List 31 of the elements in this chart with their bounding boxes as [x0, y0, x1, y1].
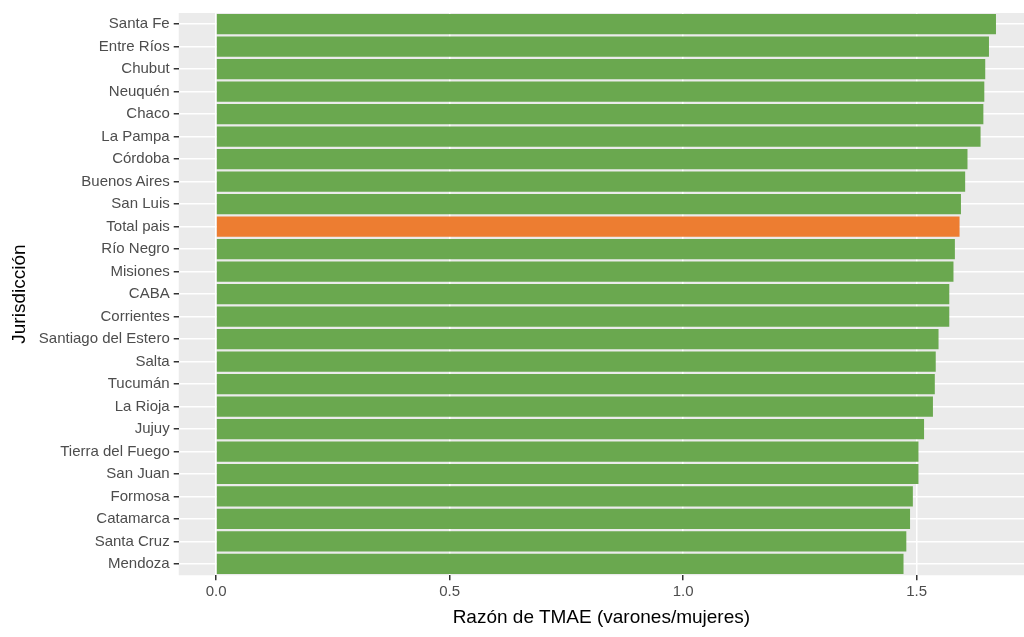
y-tick-label: La Rioja — [114, 396, 171, 414]
y-tick-label: Catamarca — [96, 509, 171, 527]
y-tick-label: Total pais — [106, 216, 170, 234]
y-tick-label: Buenos Aires — [81, 171, 170, 189]
y-axis-title: Jurisdicción — [7, 244, 29, 344]
x-axis-title: Razón de TMAE (varones/mujeres) — [452, 605, 751, 627]
y-tick-label: Santa Cruz — [94, 531, 170, 549]
x-tick-label: 1.0 — [672, 582, 694, 600]
y-tick-label: Córdoba — [112, 149, 171, 167]
y-tick-label: Mendoza — [108, 554, 171, 572]
y-tick-label: Santiago del Estero — [38, 329, 170, 347]
x-tick-label: 1.5 — [906, 582, 928, 600]
y-tick-label: San Juan — [106, 464, 170, 482]
y-tick-label: Formosa — [110, 486, 171, 504]
y-tick-label: Entre Ríos — [98, 36, 170, 54]
y-tick-label: Chaco — [126, 104, 170, 122]
y-tick-label: CABA — [128, 284, 170, 302]
x-tick-label: 0.0 — [205, 582, 227, 600]
y-tick-label: Salta — [135, 351, 171, 369]
y-tick-label: Corrientes — [100, 306, 170, 324]
y-tick-label: Río Negro — [101, 239, 170, 257]
x-tick-label: 0.5 — [439, 582, 461, 600]
y-tick-label: Tierra del Fuego — [60, 441, 170, 459]
y-tick-label: San Luis — [111, 194, 170, 212]
y-tick-label: Chubut — [121, 59, 171, 77]
y-tick-label: Santa Fe — [108, 14, 170, 32]
y-tick-label: Tucumán — [107, 374, 170, 392]
y-tick-label: La Pampa — [101, 126, 171, 144]
y-tick-label: Misiones — [110, 261, 170, 279]
y-tick-label: Jujuy — [134, 419, 171, 437]
y-tick-label: Neuquén — [108, 81, 170, 99]
